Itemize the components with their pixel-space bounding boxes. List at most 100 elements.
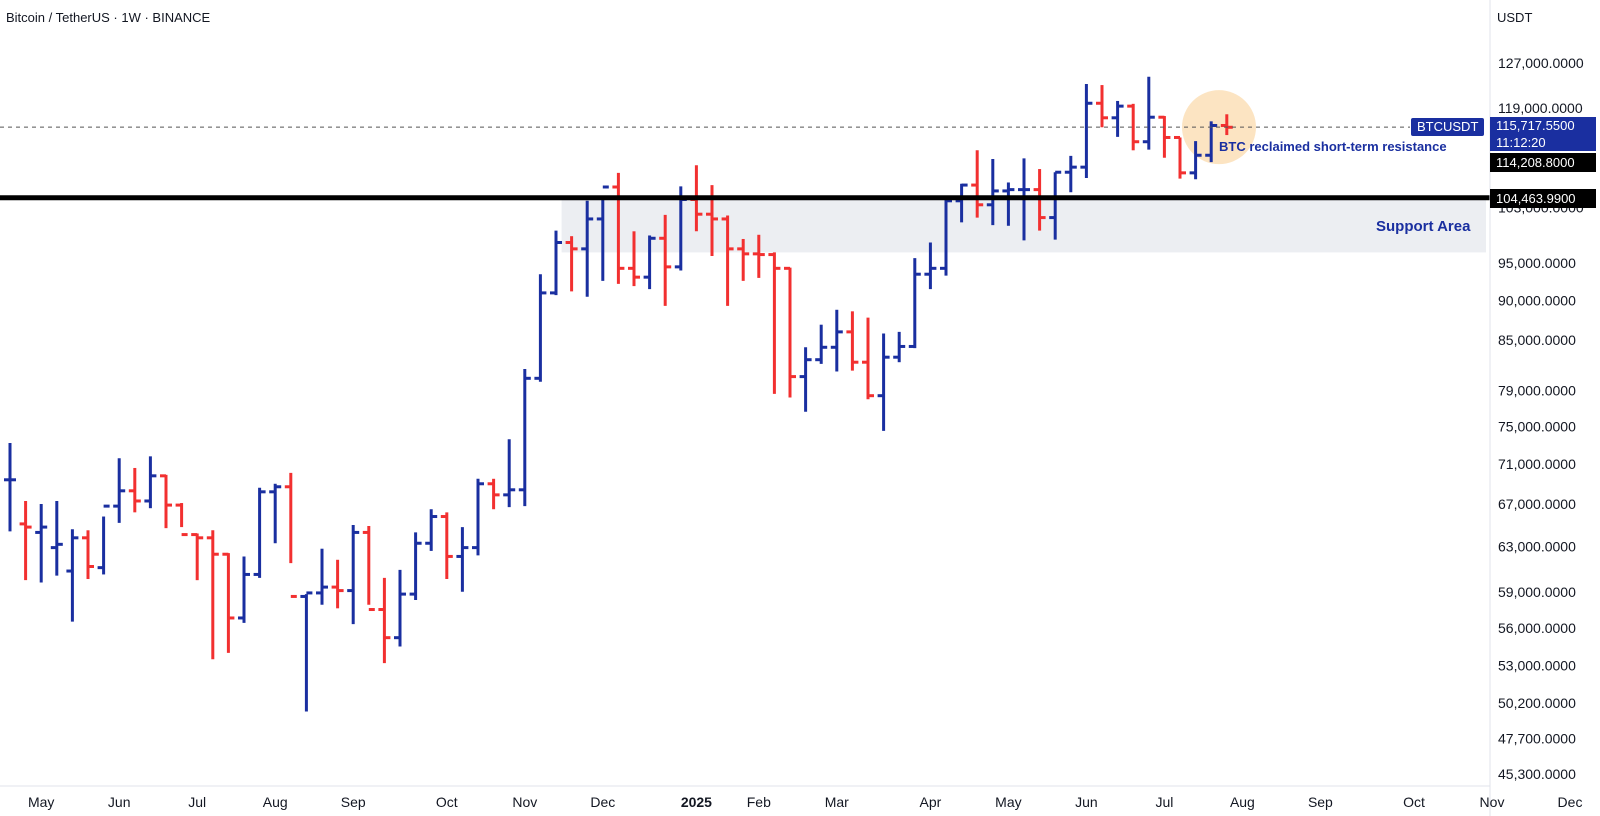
price-axis-tick: 71,000.0000 — [1498, 456, 1576, 472]
ohlc-bar — [924, 242, 937, 290]
ohlc-bar — [815, 324, 828, 364]
symbol-price-label: BTCUSDT — [1411, 118, 1485, 136]
price-axis-tick: 79,000.0000 — [1498, 382, 1576, 398]
ohlc-bar — [97, 504, 110, 575]
time-axis-label: Jun — [1075, 794, 1098, 810]
ohlc-bar — [128, 467, 141, 513]
time-axis-label: Aug — [1230, 794, 1255, 810]
ohlc-bar — [316, 548, 328, 605]
resistance-price-tag: 114,208.8000 — [1490, 153, 1596, 172]
ohlc-bar — [1158, 115, 1171, 158]
time-axis-label: May — [995, 794, 1021, 810]
ohlc-bar — [1049, 170, 1062, 240]
ohlc-bar — [82, 530, 94, 580]
ohlc-bar — [238, 556, 250, 623]
ohlc-bar — [331, 559, 344, 609]
ohlc-bar — [893, 331, 906, 363]
ohlc-bar — [784, 266, 796, 398]
ohlc-bar — [144, 456, 157, 509]
time-axis-label: Dec — [590, 794, 615, 810]
price-axis-tick: 127,000.0000 — [1498, 55, 1584, 71]
bar-countdown: 11:12:20 — [1496, 135, 1546, 150]
ohlc-bar — [347, 524, 360, 625]
time-axis-label: Dec — [1558, 794, 1583, 810]
ohlc-bar — [628, 231, 640, 287]
ohlc-bar — [877, 333, 890, 431]
time-axis-label: Jun — [108, 794, 131, 810]
ohlc-bar — [1002, 182, 1015, 226]
ohlc-bar — [565, 236, 578, 292]
ohlc-bar — [1096, 85, 1108, 128]
time-axis-label: Mar — [825, 794, 849, 810]
ohlc-bar — [955, 183, 968, 223]
ohlc-bar — [721, 215, 734, 306]
time-axis-label: Sep — [341, 794, 366, 810]
live-price-tag: 115,717.5500 11:12:20 — [1490, 117, 1596, 151]
ohlc-bar — [534, 274, 547, 382]
ohlc-bar — [50, 500, 63, 576]
price-axis-tick: 119,000.0000 — [1498, 100, 1583, 116]
price-axis-tick: 45,300.0000 — [1498, 766, 1576, 782]
ohlc-bar — [940, 195, 952, 276]
ohlc-bar — [440, 512, 453, 580]
price-axis-tick: 95,000.0000 — [1498, 255, 1576, 271]
ohlc-bar — [503, 439, 516, 508]
ohlc-bar — [487, 478, 500, 510]
ohlc-bar — [378, 577, 391, 664]
ohlc-bar — [472, 478, 484, 556]
price-axis-tick: 53,000.0000 — [1498, 658, 1576, 674]
ohlc-bar — [1189, 141, 1202, 180]
ohlc-bar — [175, 503, 188, 537]
support-area-annotation: Support Area — [1376, 218, 1471, 235]
ohlc-bar — [409, 532, 422, 600]
currency-label[interactable]: USDT — [1497, 10, 1533, 25]
resistance-annotation: BTC reclaimed short-term resistance — [1219, 139, 1447, 154]
ohlc-bar — [612, 172, 625, 284]
ohlc-bar — [284, 472, 297, 598]
time-axis-label: Aug — [263, 794, 288, 810]
ohlc-bar — [1142, 76, 1155, 150]
time-axis-label: Oct — [436, 794, 458, 810]
ohlc-bar — [4, 443, 16, 532]
time-axis-label: 2025 — [681, 794, 712, 810]
time-axis-label: Jul — [188, 794, 206, 810]
ohlc-bar — [862, 317, 874, 400]
ohlc-bar — [253, 487, 266, 578]
ohlc-bar — [596, 185, 609, 281]
time-axis-label: May — [28, 794, 54, 810]
ohlc-bar — [1127, 103, 1140, 151]
ohlc-bar — [752, 234, 765, 278]
ohlc-bar — [643, 235, 656, 290]
ohlc-bar — [1174, 135, 1186, 179]
time-axis-label: Oct — [1403, 794, 1425, 810]
ohlc-bar — [1064, 155, 1077, 193]
time-axis-label: Apr — [920, 794, 942, 810]
ohlc-bar — [768, 252, 781, 394]
ohlc-bar — [456, 527, 469, 592]
price-axis-tick: 47,700.0000 — [1498, 730, 1576, 746]
ohlc-bar — [191, 533, 204, 581]
ohlc-bar — [66, 529, 79, 622]
ohlc-bar — [35, 504, 48, 583]
price-axis-tick: 59,000.0000 — [1498, 584, 1576, 600]
ohlc-bar — [206, 530, 219, 660]
ohlc-bar — [799, 347, 812, 412]
support-price-tag: 104,463.9900 — [1490, 189, 1596, 208]
price-axis-tick: 67,000.0000 — [1498, 496, 1576, 512]
ohlc-bar — [830, 309, 843, 372]
price-axis-tick: 63,000.0000 — [1498, 539, 1576, 555]
ohlc-bar — [846, 311, 859, 371]
ohlc-bar — [550, 230, 562, 296]
ohlc-bar — [300, 591, 313, 712]
ohlc-bar — [160, 474, 172, 529]
ohlc-bar — [1080, 83, 1093, 178]
ohlc-bar — [518, 368, 531, 507]
price-axis-tick: 85,000.0000 — [1498, 332, 1576, 348]
symbol-header: Bitcoin / TetherUS · 1W · BINANCE — [6, 10, 211, 25]
ohlc-bar — [362, 526, 375, 612]
price-axis-tick: 56,000.0000 — [1498, 620, 1576, 636]
price-axis-tick: 50,200.0000 — [1498, 695, 1576, 711]
time-axis-label: Nov — [512, 794, 537, 810]
ohlc-bar — [1205, 121, 1218, 163]
